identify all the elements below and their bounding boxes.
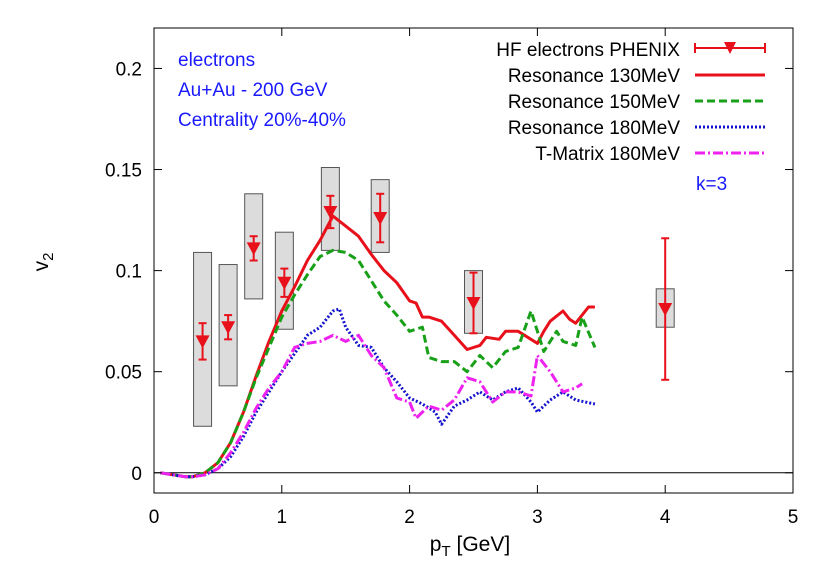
y-tick-label: 0.2 [116,59,142,80]
series-line-3 [160,333,583,479]
x-axis-title: pT [GeV] [430,533,510,560]
data-point [277,276,292,290]
plot-area [154,167,793,479]
y-tick-label: 0.15 [105,161,142,182]
data-point [221,321,236,335]
y-tick-label: 0 [131,464,142,485]
x-tick-label: 2 [404,507,415,528]
x-tick-label: 3 [532,507,543,528]
series-line-1 [160,248,597,479]
data-point [323,205,338,219]
y-tick-label: 0.1 [116,262,142,283]
annotation-k-factor: k=3 [696,174,727,195]
y-tick-label: 0.05 [105,363,142,384]
y-axis-title-sub: 2 [40,253,57,261]
plot-frame [153,27,794,494]
annotation-centrality: Centrality 20%-40% [178,110,346,131]
legend-label-tmatrix: T-Matrix 180MeV [535,144,680,165]
data-point [373,212,388,226]
legend-label-res150: Resonance 150MeV [508,92,680,113]
data-point [195,335,210,349]
data-point [658,303,673,317]
legend: HF electrons PHENIX Resonance 130MeV Res… [496,40,766,165]
data-point [246,242,261,256]
y-axis-title-main: v [30,260,53,271]
x-axis-title-main: p [430,533,442,556]
legend-label-res180: Resonance 180MeV [508,118,680,139]
legend-label-phenix: HF electrons PHENIX [496,40,680,61]
annotation-system: Au+Au - 200 GeV [178,80,328,101]
series-line-2 [160,307,596,479]
x-tick-label: 0 [149,507,160,528]
y-axis-title: v2 [30,253,57,272]
x-tick-label: 5 [788,507,799,528]
x-tick-label: 4 [660,507,671,528]
legend-swatch-phenix [694,42,766,54]
x-axis-title-unit: [GeV] [451,533,511,556]
annotation-particle: electrons [178,50,255,71]
x-axis-title-sub: T [441,543,450,560]
data-point [466,296,481,310]
annotation-block: electrons Au+Au - 200 GeV Centrality 20%… [178,50,727,195]
x-tick-label: 1 [277,507,288,528]
axes: 0 1 2 3 4 5 0 0.05 0.1 0.15 0.2 [105,27,799,528]
legend-label-res130: Resonance 130MeV [508,66,680,87]
